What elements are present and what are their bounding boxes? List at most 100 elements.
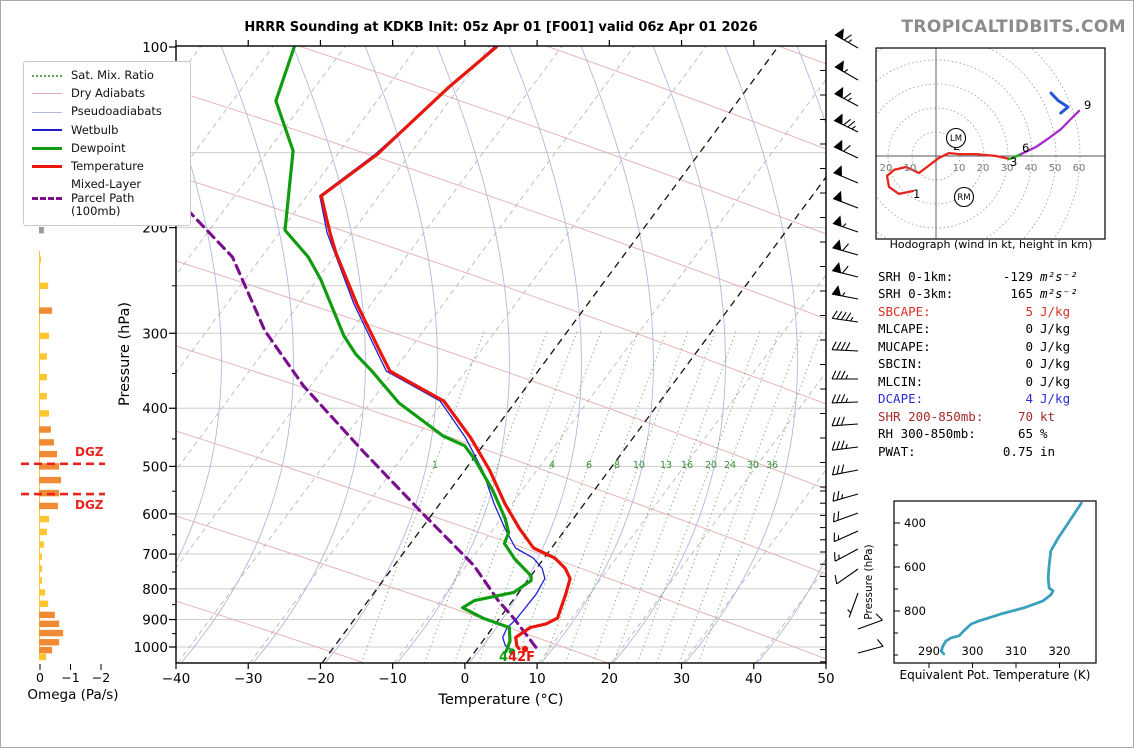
omega-bar: [39, 426, 51, 433]
stat-unit: J/kg: [1040, 356, 1071, 372]
omega-bar: [39, 227, 44, 234]
parcel-path-trace: [182, 204, 538, 649]
wind-barb: [857, 639, 884, 654]
omega-panel: DGZ DGZ 0 −1 −2 Omega (Pa/s): [21, 192, 119, 703]
barb-full: [831, 341, 837, 350]
omega-bar: [39, 332, 50, 340]
barb-full: [831, 394, 837, 404]
barb-full: [845, 312, 852, 321]
stat-unit: %: [1040, 426, 1048, 442]
theta-e-x-tick-label: 290: [918, 644, 940, 658]
pseudoadiabat: [396, 46, 510, 663]
hodograph-rings: [876, 48, 1105, 239]
pressure-axis-title: Pressure (hPa): [117, 302, 133, 406]
legend-label: Mixed-Layer Parcel Path (100mb): [71, 177, 142, 218]
hodograph-trace-3-6km: [1007, 152, 1023, 161]
temperature-tick-label: 0: [461, 671, 470, 687]
omega-bar: [39, 256, 42, 263]
omega-bar: [39, 577, 43, 584]
barb-pennant: [833, 113, 843, 125]
legend-label: Temperature: [71, 159, 144, 174]
mixing-ratio-line: [655, 330, 780, 663]
stat-row: MLCIN: 0 J/kg: [878, 373, 1092, 390]
stat-row: SRH 0-3km: 165 m²s⁻²: [878, 285, 1092, 302]
pressure-tick-label: 600: [142, 507, 168, 523]
barb-staff: [834, 548, 859, 562]
hodograph-trace-0-3km: [885, 151, 1011, 196]
barb-full: [836, 311, 843, 320]
barb-pennant: [834, 60, 844, 72]
sounding-traces: [182, 46, 572, 655]
hodograph-ring-label: 40: [1025, 163, 1038, 174]
isotherm-gridline: [176, 46, 346, 276]
barb-full: [843, 145, 851, 152]
pseudoadiabat: [756, 46, 826, 663]
pressure-tick-label: 300: [142, 326, 168, 342]
stat-row: MUCAPE: 0 J/kg: [878, 338, 1092, 355]
highlighted-isotherm: [465, 176, 826, 663]
barb-full: [836, 370, 841, 380]
hodograph-ring-label: 10: [904, 163, 917, 174]
barb-half: [847, 609, 852, 614]
mixing-ratio-line: [612, 330, 737, 663]
dry-adiabat: [176, 515, 610, 663]
surface-dewpoint-dot: [508, 648, 516, 655]
omega-tick-label: 0: [36, 670, 44, 685]
temperature-tick-label: −30: [234, 671, 263, 687]
barb-full: [833, 512, 835, 522]
barb-staff: [857, 619, 883, 630]
omega-bar: [39, 528, 47, 536]
barb-half: [851, 125, 856, 130]
barb-pennant: [832, 215, 842, 227]
omega-bar: [39, 611, 55, 619]
omega-axis-title: Omega (Pa/s): [27, 687, 118, 703]
barb-full: [843, 118, 851, 126]
wind-barb: [831, 285, 859, 300]
barb-half: [847, 39, 853, 43]
barb-staff: [832, 349, 859, 352]
tropicaltidbits-logo: TROPICALTIDBITS.COM: [901, 17, 1126, 37]
isotherm-gridline: [393, 78, 826, 663]
isotherm-gridline: [682, 469, 826, 663]
pseudoadiabat: [540, 46, 654, 663]
pseudoadiabat: [612, 46, 726, 663]
wind-barb: [847, 592, 859, 618]
storm-motion-label: LM: [950, 134, 962, 144]
barb-full: [847, 120, 856, 128]
barb-staff: [832, 493, 859, 502]
wind-barb: [833, 165, 859, 184]
wind-barb: [833, 139, 859, 159]
stat-value: 0: [1025, 373, 1033, 389]
wind-barb: [831, 310, 859, 323]
temperature-tick-label: 20: [601, 671, 618, 687]
theta-e-x-tick-label: 310: [1005, 644, 1027, 658]
pseudoadiabat: [684, 46, 798, 663]
stat-unit: J/kg: [1040, 321, 1071, 337]
omega-bar: [39, 565, 43, 572]
stat-label: SRH 0-3km:: [878, 286, 954, 302]
hodograph-ring-label: 50: [1049, 163, 1062, 174]
storm-motion-label: RM: [957, 193, 970, 203]
mixing-ratio-label: 24: [724, 460, 736, 471]
stat-unit: J/kg: [1040, 338, 1071, 354]
dgz-label: DGZ: [75, 498, 104, 512]
theta-e-y-tick-label: 400: [904, 516, 926, 530]
hodograph-height-label: 3: [1010, 155, 1017, 169]
mixing-ratio-line: [423, 330, 548, 663]
hodograph-height-label: 9: [1084, 98, 1091, 112]
stat-value: 165: [1010, 286, 1033, 302]
barb-full: [831, 417, 836, 427]
temperature-tick-label: −40: [162, 671, 191, 687]
isotherm-gridline: [176, 46, 419, 374]
legend-label: Dry Adiabats: [71, 86, 146, 101]
omega-bar: [39, 463, 60, 470]
barb-full: [840, 370, 846, 380]
barb-half: [850, 316, 854, 322]
omega-bar: [39, 450, 57, 458]
mixing-ratio-label: 8: [614, 460, 620, 471]
barb-full: [836, 440, 841, 450]
skewt-border: [175, 45, 827, 664]
omega-bar: [39, 541, 44, 548]
stat-row: SBCIN: 0 J/kg: [878, 355, 1092, 372]
